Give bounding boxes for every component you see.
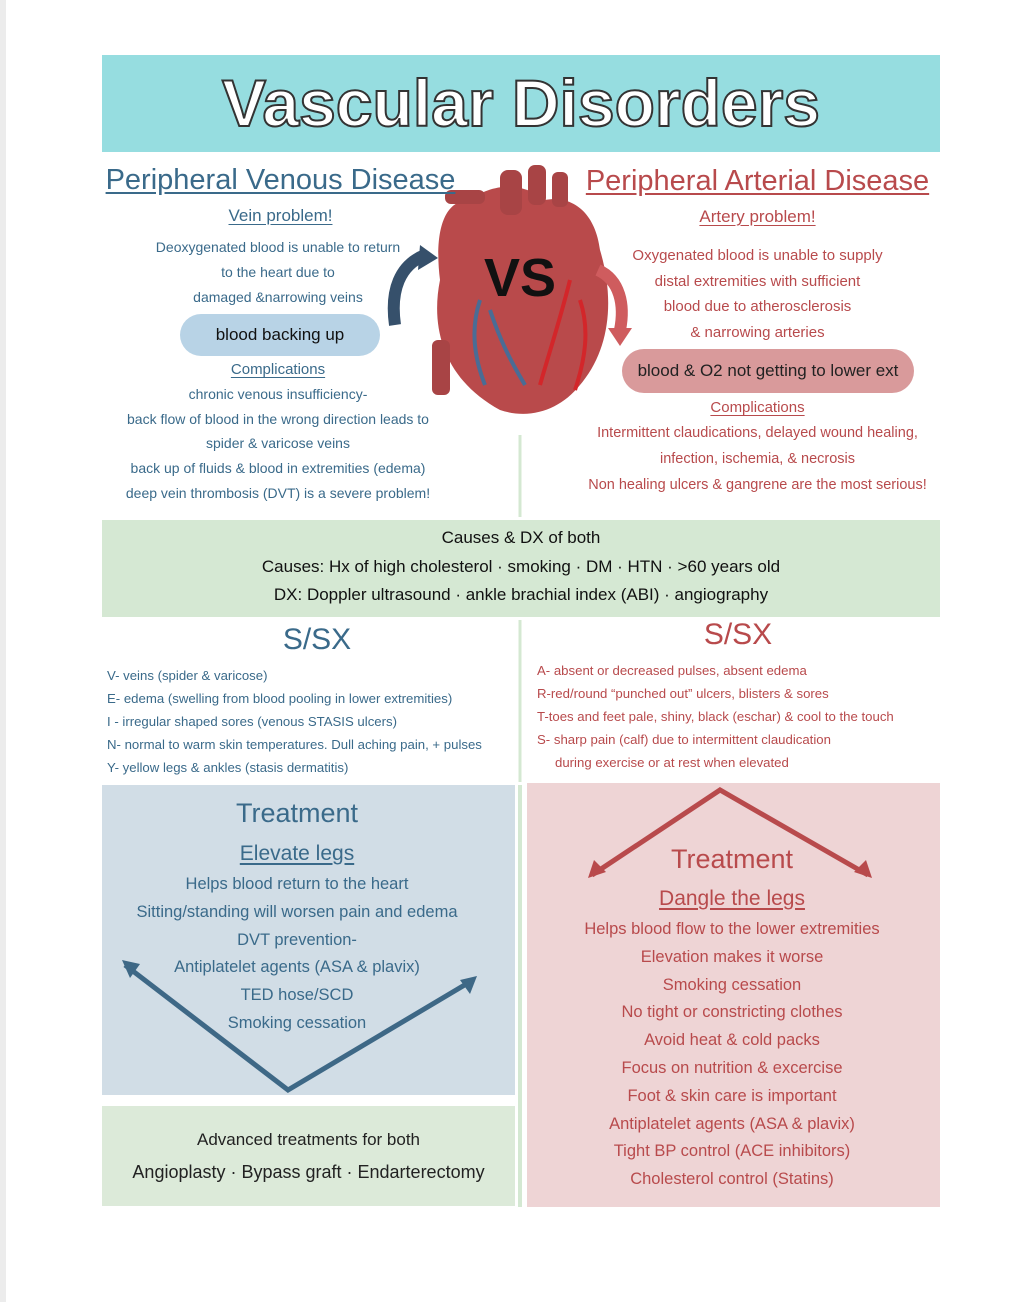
arterial-treatment-list-item: Helps blood flow to the lower extremitie… xyxy=(584,920,880,938)
venous-complications-item: spider & varicose veins xyxy=(206,435,350,452)
arterial-complications: Intermittent claudications, delayed woun… xyxy=(555,421,960,498)
venous-ssx-list-item: I - irregular shaped sores (venous STASI… xyxy=(107,714,397,729)
causes-title: Causes & DX of both xyxy=(441,528,601,547)
arterial-treatment-list-item: Elevation makes it worse xyxy=(640,947,824,966)
venous-treatment-subtitle: Elevate legs xyxy=(239,842,355,865)
venous-description-item: to the heart due to xyxy=(221,264,335,280)
advanced-title: Advanced treatments for both xyxy=(196,1130,421,1149)
causes-lines: Causes: Hx of high cholesterol · smoking… xyxy=(102,553,940,609)
heart-illustration xyxy=(387,165,632,414)
advanced-line: Angioplasty · Bypass graft · Endarterect… xyxy=(132,1162,485,1182)
venous-treatment-list-item: Sitting/standing will worsen pain and ed… xyxy=(136,902,458,921)
arterial-treatment-list: Helps blood flow to the lower extremitie… xyxy=(527,916,937,1194)
venous-complications-item: back flow of blood in the wrong directio… xyxy=(127,410,429,427)
arterial-description: Oxygenated blood is unable to supply dist… xyxy=(565,243,950,345)
venous-ssx-list-item: V- veins (spider & varicose) xyxy=(107,668,268,683)
arterial-description-item: & narrowing arteries xyxy=(690,323,825,341)
venous-complications-label: Complications xyxy=(230,361,326,378)
arterial-complications-item: infection, ischemia, & necrosis xyxy=(659,450,856,467)
venous-subheading: Vein problem! xyxy=(228,206,333,225)
arterial-ssx-list-item: during exercise or at rest when elevated xyxy=(555,755,789,770)
arterial-treatment-list-item: Tight BP control (ACE inhibitors) xyxy=(613,1142,851,1161)
venous-treatment-list-item: Antiplatelet agents (ASA & plavix) xyxy=(174,958,420,977)
arterial-treatment-title: Treatment xyxy=(670,844,794,874)
vs-label: VS xyxy=(483,248,557,308)
venous-description-item: damaged &narrowing veins xyxy=(193,289,363,305)
arterial-treatment-list-item: Cholesterol control (Statins) xyxy=(630,1170,834,1189)
page-title: Vascular Disorders xyxy=(221,65,821,141)
venous-ssx-list: V- veins (spider & varicose) E- edema (sw… xyxy=(107,664,517,779)
venous-treatment-list-item: Smoking cessation xyxy=(227,1013,367,1032)
arterial-treatment-list-item: Avoid heat & cold packs xyxy=(644,1031,820,1050)
venous-complications-item: back up of fluids & blood in extremities… xyxy=(130,460,426,477)
venous-highlight: blood backing up xyxy=(215,325,345,344)
arterial-ssx-list-item: A- absent or decreased pulses, absent ed… xyxy=(537,663,807,678)
arterial-description-item: Oxygenated blood is unable to supply xyxy=(632,247,883,264)
venous-heading: Peripheral Venous Disease xyxy=(105,164,456,196)
arterial-ssx-list-item: R-red/round “punched out” ulcers, bliste… xyxy=(537,686,829,701)
arterial-treatment-list-item: Smoking cessation xyxy=(662,975,802,994)
arterial-complications-item: Non healing ulcers & gangrene are the mo… xyxy=(588,476,927,493)
arterial-treatment-subtitle: Dangle the legs xyxy=(659,887,805,910)
arterial-heading: Peripheral Arterial Disease xyxy=(585,165,930,197)
venous-treatment-list: Helps blood return to the heart Sitting/s… xyxy=(102,871,492,1038)
arterial-ssx-list-item: S- sharp pain (calf) due to intermittent… xyxy=(537,732,831,747)
arterial-treatment-list-item: Foot & skin care is important xyxy=(627,1086,837,1105)
arterial-subheading: Artery problem! xyxy=(699,207,816,226)
venous-ssx-title: S/SX xyxy=(282,623,352,656)
arterial-highlight: blood & O2 not getting to lower ext xyxy=(637,361,899,380)
venous-treatment-list-item: Helps blood return to the heart xyxy=(185,875,409,893)
venous-ssx-list-item: E- edema (swelling from blood pooling in… xyxy=(107,691,453,706)
arterial-description-item: distal extremities with sufficient xyxy=(654,272,861,290)
venous-complications-item: chronic venous insufficiency- xyxy=(188,386,368,402)
causes-lines-item: DX: Doppler ultrasound · ankle brachial … xyxy=(273,585,769,604)
venous-complications: chronic venous insufficiency-back flow o… xyxy=(78,382,478,506)
arterial-ssx-list: A- absent or decreased pulses, absent ed… xyxy=(537,659,937,774)
arterial-treatment-list-item: Antiplatelet agents (ASA & plavix) xyxy=(609,1114,855,1133)
venous-ssx-list-item: N- normal to warm skin temperatures. Dul… xyxy=(107,737,482,752)
arterial-treatment-list-item: Focus on nutrition & excercise xyxy=(621,1058,843,1077)
arterial-description-item: blood due to atherosclerosis xyxy=(663,298,852,315)
arterial-treatment-list-item: No tight or constricting clothes xyxy=(621,1003,843,1022)
arterial-ssx-list-item: T-toes and feet pale, shiny, black (esch… xyxy=(537,709,894,724)
causes-lines-item: Causes: Hx of high cholesterol · smoking… xyxy=(261,557,781,576)
venous-complications-item: deep vein thrombosis (DVT) is a severe p… xyxy=(125,484,431,501)
venous-description: Deoxygenated blood is unable to return to… xyxy=(88,235,468,310)
arterial-ssx-title: S/SX xyxy=(703,618,773,651)
arterial-complications-label: Complications xyxy=(710,399,805,416)
venous-description-item: Deoxygenated blood is unable to return xyxy=(155,239,401,255)
venous-treatment-list-item: TED hose/SCD xyxy=(240,986,354,1005)
venous-treatment-list-item: DVT prevention- xyxy=(237,930,357,949)
venous-treatment-title: Treatment xyxy=(235,798,359,828)
arterial-complications-item: Intermittent claudications, delayed woun… xyxy=(597,425,918,441)
venous-ssx-list-item: Y- yellow legs & ankles (stasis dermatit… xyxy=(107,760,349,775)
